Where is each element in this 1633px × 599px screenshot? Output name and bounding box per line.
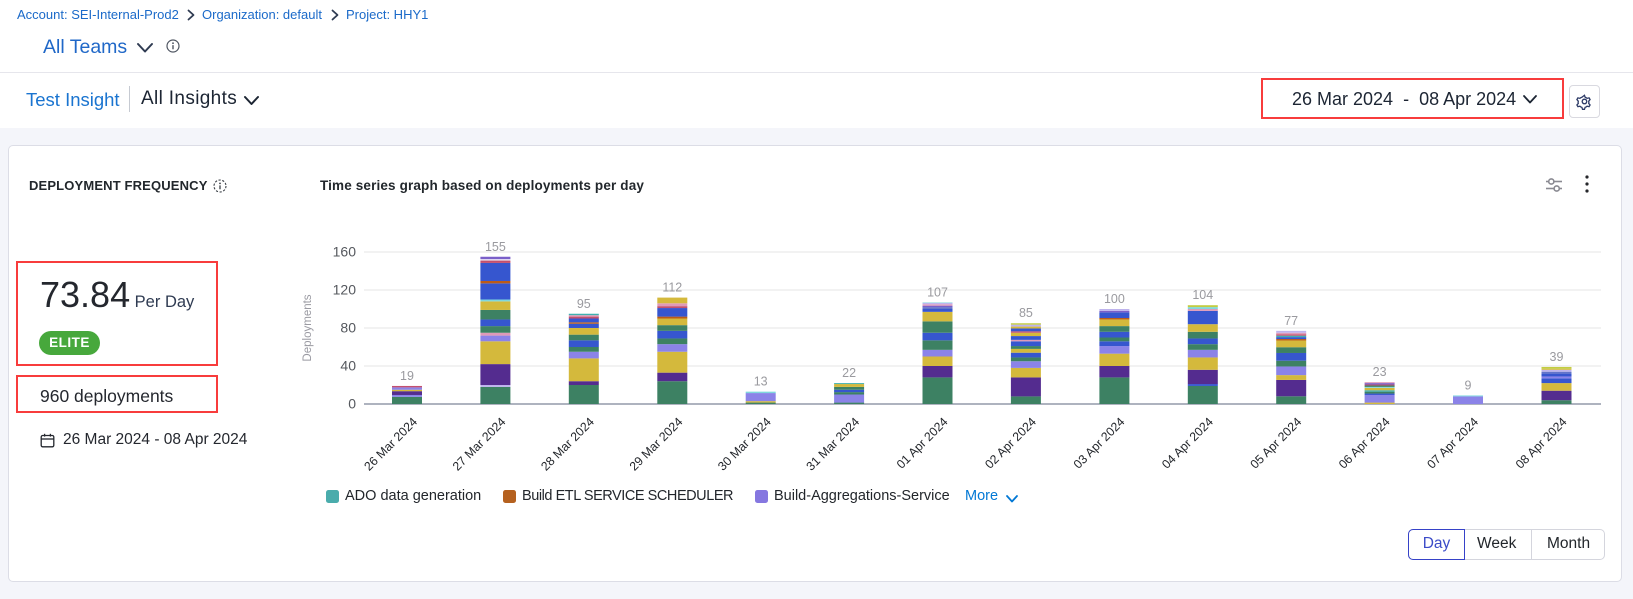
svg-text:77: 77 (1284, 314, 1298, 328)
svg-text:31 Mar 2024: 31 Mar 2024 (803, 415, 862, 474)
svg-text:100: 100 (1104, 292, 1125, 306)
svg-text:95: 95 (577, 297, 591, 311)
svg-text:23: 23 (1373, 365, 1387, 379)
svg-text:Deployments: Deployments (302, 294, 314, 361)
svg-text:05 Apr 2024: 05 Apr 2024 (1248, 415, 1305, 472)
svg-text:9: 9 (1465, 378, 1472, 392)
svg-text:13: 13 (754, 375, 768, 389)
svg-text:29 Mar 2024: 29 Mar 2024 (627, 415, 686, 474)
svg-text:06 Apr 2024: 06 Apr 2024 (1336, 415, 1393, 472)
svg-text:04 Apr 2024: 04 Apr 2024 (1159, 415, 1216, 472)
svg-text:27 Mar 2024: 27 Mar 2024 (450, 415, 509, 474)
svg-text:39: 39 (1550, 350, 1564, 364)
svg-text:01 Apr 2024: 01 Apr 2024 (894, 415, 951, 472)
svg-text:19: 19 (400, 369, 414, 383)
svg-text:02 Apr 2024: 02 Apr 2024 (982, 415, 1039, 472)
svg-text:22: 22 (842, 366, 856, 380)
svg-text:80: 80 (340, 320, 356, 336)
svg-text:112: 112 (662, 281, 682, 295)
svg-text:07 Apr 2024: 07 Apr 2024 (1424, 415, 1481, 472)
svg-text:107: 107 (927, 285, 948, 299)
svg-text:85: 85 (1019, 306, 1033, 320)
svg-text:40: 40 (340, 358, 356, 374)
svg-text:08 Apr 2024: 08 Apr 2024 (1513, 415, 1570, 472)
svg-text:30 Mar 2024: 30 Mar 2024 (715, 415, 774, 474)
svg-text:160: 160 (333, 244, 357, 260)
svg-text:104: 104 (1192, 288, 1213, 302)
svg-text:155: 155 (485, 240, 506, 254)
svg-text:03 Apr 2024: 03 Apr 2024 (1071, 415, 1128, 472)
svg-text:120: 120 (333, 282, 357, 298)
svg-text:26 Mar 2024: 26 Mar 2024 (361, 415, 420, 474)
svg-text:28 Mar 2024: 28 Mar 2024 (538, 415, 597, 474)
svg-text:0: 0 (348, 396, 356, 412)
